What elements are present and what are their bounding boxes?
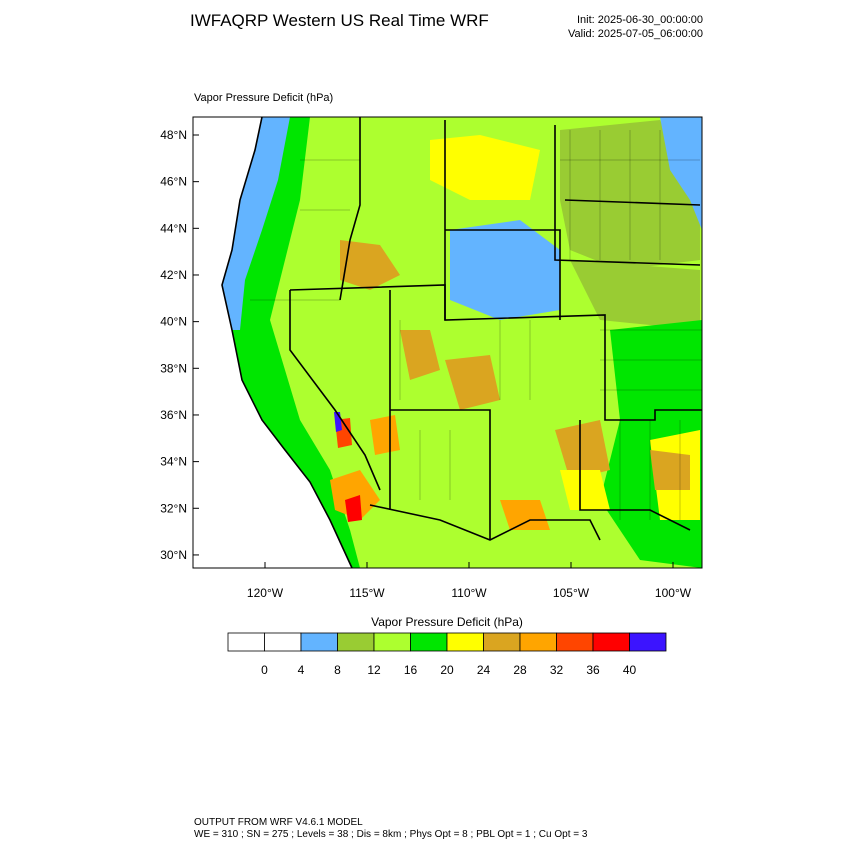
colorbar-box [300, 632, 338, 652]
footer-line: OUTPUT FROM WRF V4.6.1 MODEL [194, 817, 363, 828]
lat-label: 46°N [160, 175, 187, 189]
colorbar-box [373, 632, 411, 652]
colorbar-box [264, 632, 302, 652]
colorbar-box [629, 632, 667, 652]
colorbar-box [556, 632, 594, 652]
lon-label: 120°W [247, 586, 284, 600]
lon-label: 105°W [553, 586, 590, 600]
valid-time: Valid: 2025-07-05_06:00:00 [568, 28, 703, 40]
lat-label: 32°N [160, 501, 187, 515]
lat-label: 42°N [160, 268, 187, 282]
lat-label: 36°N [160, 408, 187, 422]
colorbar-label: 32 [550, 663, 564, 677]
colorbar-box [410, 632, 448, 652]
lat-label: 44°N [160, 221, 187, 235]
lat-label: 48°N [160, 128, 187, 142]
colorbar-label: 40 [623, 663, 637, 677]
init-time: Init: 2025-06-30_00:00:00 [577, 14, 703, 26]
colorbar-label: 24 [477, 663, 491, 677]
colorbar-label: 20 [440, 663, 454, 677]
title: IWFAQRP Western US Real Time WRF [190, 11, 489, 30]
footer-line: WE = 310 ; SN = 275 ; Levels = 38 ; Dis … [194, 829, 588, 840]
map-field [193, 117, 702, 568]
lat-label: 30°N [160, 548, 187, 562]
lat-label: 40°N [160, 315, 187, 329]
colorbar-box [337, 632, 375, 652]
colorbar-label: 0 [261, 663, 268, 677]
colorbar-label: 16 [404, 663, 418, 677]
colorbar-box [227, 632, 265, 652]
map-frame [192, 116, 703, 569]
lat-label: 38°N [160, 361, 187, 375]
colorbar-box [483, 632, 521, 652]
colorbar-title: Vapor Pressure Deficit (hPa) [371, 615, 523, 629]
lon-label: 115°W [349, 586, 385, 600]
colorbar-label: 36 [586, 663, 600, 677]
colorbar-label: 4 [298, 663, 305, 677]
lon-label: 110°W [451, 586, 487, 600]
colorbar-label: 28 [513, 663, 527, 677]
lon-label: 100°W [655, 586, 692, 600]
colorbar-box [592, 632, 630, 652]
colorbar-box [446, 632, 484, 652]
colorbar-box [519, 632, 557, 652]
colorbar-label: 8 [334, 663, 341, 677]
field-label: Vapor Pressure Deficit (hPa) [194, 92, 333, 104]
colorbar-label: 12 [367, 663, 381, 677]
lat-label: 34°N [160, 455, 187, 469]
